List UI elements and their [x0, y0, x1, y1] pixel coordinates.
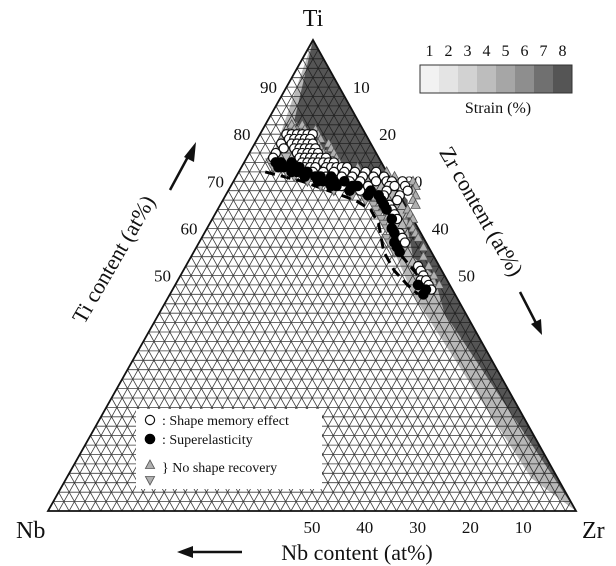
zr-tick-label: 10: [353, 78, 370, 97]
colorbar-tick-label: 7: [540, 43, 548, 60]
legend-label: } No shape recovery: [162, 461, 277, 476]
legend-label: : Superelasticity: [162, 433, 253, 448]
data-point-filled-circle: [386, 213, 398, 225]
data-point-filled-circle: [394, 246, 405, 258]
legend-label: : Shape memory effect: [162, 414, 289, 429]
colorbar-tick-label: 8: [559, 43, 567, 60]
data-point-filled-circle: [331, 180, 342, 192]
data-point-filled-circle: [344, 185, 355, 197]
zr-axis-label: Zr content (at%): [434, 142, 528, 280]
data-point-down-triangle: [375, 215, 387, 225]
colorbar-swatch: [534, 65, 554, 93]
nb-tick-label: 30: [409, 518, 426, 537]
colorbar-title: Strain (%): [465, 100, 531, 117]
legend-up-triangle-icon: [144, 459, 156, 469]
triangle-frame: [46, 38, 578, 512]
boundary-dashed-line-lower: [264, 170, 420, 296]
data-point-open-circle: [402, 185, 413, 196]
data-point-up-triangle: [418, 250, 429, 261]
data-point-down-triangle: [370, 205, 382, 216]
nb-axis-arrow: [177, 546, 242, 558]
data-point-filled-circle: [418, 289, 429, 300]
data-point-up-triangle: [418, 241, 429, 252]
colorbar-tick-label: 1: [426, 43, 434, 60]
data-point-up-triangle: [423, 260, 434, 270]
colorbar-tick-label: 2: [445, 43, 453, 60]
ti-axis-label: Ti content (at%): [67, 191, 160, 328]
zr-tick-label: 50: [458, 267, 475, 286]
ti-tick-label: 60: [181, 219, 198, 238]
vertex-label-zr: Zr: [582, 518, 605, 544]
ti-axis-arrow: [168, 142, 196, 191]
data-point-up-triangle: [412, 231, 424, 242]
nb-tick-label: 10: [515, 518, 532, 537]
data-point-open-circle: [399, 237, 411, 248]
colorbar-swatch: [439, 65, 459, 93]
data-point-down-triangle: [368, 200, 379, 211]
colorbar-swatch: [515, 65, 535, 93]
data-point-filled-circle: [339, 176, 350, 187]
vertex-label-ti: Ti: [303, 6, 324, 32]
data-point-filled-circle: [412, 279, 424, 291]
ti-tick-label: 80: [234, 125, 251, 144]
data-point-up-triangle: [428, 269, 440, 280]
nb-tick-label: 20: [462, 518, 479, 537]
data-point-filled-circle: [362, 190, 374, 201]
data-point-down-triangle: [373, 210, 384, 221]
data-point-filled-circle: [389, 227, 400, 239]
nb-tick-label: 40: [356, 518, 373, 537]
nb-tick-label: 50: [304, 518, 321, 537]
data-point-down-triangle: [378, 219, 390, 230]
colorbar-tick-label: 3: [464, 43, 472, 60]
colorbar-tick-label: 4: [483, 43, 491, 60]
data-point-open-circle: [389, 180, 400, 192]
colorbar-tick-label: 5: [502, 43, 510, 60]
ti-tick-label: 50: [154, 267, 171, 286]
data-point-up-triangle: [410, 199, 421, 209]
zr-tick-label: 40: [432, 219, 449, 238]
data-point-filled-circle: [381, 204, 392, 215]
data-point-filled-circle: [352, 180, 363, 192]
colorbar-swatch: [477, 65, 497, 93]
data-point-up-triangle: [433, 279, 445, 289]
zr-tick-label: 20: [379, 125, 396, 144]
data-point-filled-circle: [299, 171, 311, 182]
vertex-label-nb: Nb: [16, 518, 45, 544]
nb-axis-label: Nb content (at%): [281, 540, 433, 565]
colorbar-swatch: [420, 65, 440, 93]
data-point-down-triangle: [381, 233, 392, 244]
data-point-open-circle: [278, 143, 289, 154]
data-point-open-circle: [370, 176, 382, 187]
ti-tick-label: 70: [207, 172, 224, 191]
legend-filled-circle-icon: [144, 433, 156, 445]
colorbar-swatch: [553, 65, 573, 93]
data-point-open-circle: [391, 194, 403, 206]
colorbar-swatch: [458, 65, 478, 93]
ti-tick-label: 90: [260, 78, 277, 97]
data-point-filled-circle: [317, 176, 329, 187]
colorbar-frame: [419, 64, 573, 94]
legend-open-circle-icon: [144, 414, 156, 426]
colorbar-swatch: [496, 65, 516, 93]
colorbar-tick-label: 6: [521, 43, 529, 60]
legend-box: [136, 409, 322, 489]
zr-axis-arrow: [518, 291, 542, 335]
legend-down-triangle-icon: [144, 476, 156, 486]
